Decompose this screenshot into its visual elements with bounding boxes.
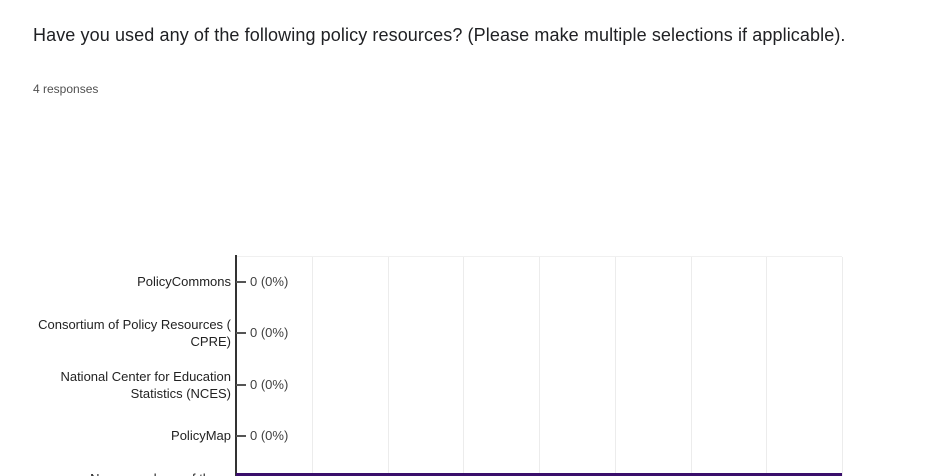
bar-4 [236, 473, 842, 476]
gridline [388, 257, 389, 476]
y-axis-line [235, 255, 237, 476]
response-count: 4 responses [33, 82, 99, 96]
category-label-line: Never used any of these [5, 470, 231, 476]
category-label-line: Consortium of Policy Resources ( [38, 317, 231, 332]
category-label: Never used any of theseresources [5, 470, 231, 476]
category-label-line: Statistics (NCES) [130, 386, 231, 401]
value-annotation: 0 (0%) [250, 274, 289, 289]
category-label-line: PolicyCommons [137, 274, 231, 289]
annotation-stem [236, 435, 246, 437]
annotation-stem [236, 384, 246, 386]
category-label-line: PolicyMap [171, 428, 231, 443]
gridline [842, 257, 843, 476]
value-annotation: 0 (0%) [250, 377, 289, 392]
horizontal-bar-chart: 0 (0%) PolicyCommons 0 (0%) Consortium of P… [0, 120, 936, 476]
gridline [615, 257, 616, 476]
question-title: Have you used any of the following polic… [33, 25, 846, 45]
value-annotation: 0 (0%) [250, 428, 289, 443]
gridline [539, 257, 540, 476]
category-label-line: CPRE) [190, 334, 231, 349]
gridline [312, 257, 313, 476]
gridline [463, 257, 464, 476]
category-label: Consortium of Policy Resources ( CPRE) [5, 316, 231, 350]
category-label: PolicyMap [5, 427, 231, 444]
gridline [766, 257, 767, 476]
category-label: PolicyCommons [5, 273, 231, 290]
gridline [691, 257, 692, 476]
category-label-line: National Center for Education [60, 369, 231, 384]
category-label: National Center for Education Statistics … [5, 368, 231, 402]
value-annotation: 0 (0%) [250, 325, 289, 340]
annotation-stem [236, 281, 246, 283]
annotation-stem [236, 332, 246, 334]
plot-area [236, 256, 843, 476]
